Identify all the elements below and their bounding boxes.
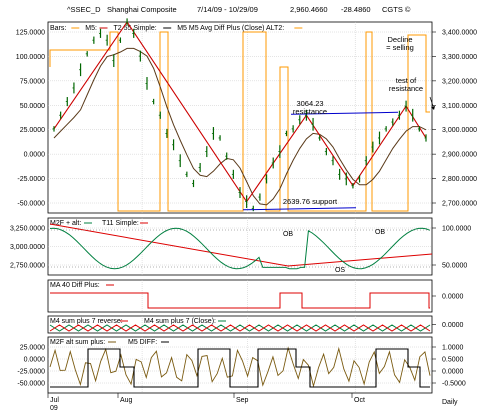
right-tick-main-5: 2,900.0000 xyxy=(442,152,477,159)
support-line xyxy=(242,207,357,211)
avg-diff-plus-line xyxy=(49,31,430,212)
left-tick-m2f-2: 2,750.0000 xyxy=(10,263,45,270)
panel-main-frame xyxy=(47,21,433,214)
resistance-line xyxy=(290,111,399,115)
left-tick-main-0: 125.0000 xyxy=(16,30,45,37)
m2f-alt-sum-plus-line xyxy=(49,346,431,388)
legend-m4sum-1: M4 sum plus 7 (Close): xyxy=(144,318,216,325)
right-tick-main-6: 2,800.0000 xyxy=(442,176,477,183)
support-annotation: 2639.76 support xyxy=(283,197,338,206)
m4sum-reverse-line xyxy=(49,324,431,332)
panel-ma40-frame xyxy=(47,279,433,313)
ob-label-2: OB xyxy=(375,229,385,236)
right-tick-m2falt-1: 0.5000 xyxy=(442,357,464,364)
decline-annotation: Decline xyxy=(387,35,412,44)
header-change: -28.4860 xyxy=(341,5,371,14)
left-tick-m2falt-2: -25.0000 xyxy=(17,369,45,376)
legend-m2f-1: T11 Simple: xyxy=(102,220,139,227)
right-tick-main-4: 3,000.0000 xyxy=(442,127,477,134)
right-tick-ma40-0: 0.0000 xyxy=(442,294,464,301)
left-tick-m2f-0: 3,250.0000 xyxy=(10,226,45,233)
left-tick-main-4: 25.0000 xyxy=(20,127,45,134)
left-tick-main-5: 0.0000 xyxy=(24,152,46,159)
legend-main-3: M5 M5 Avg Diff Plus (Close) ALT2: xyxy=(177,25,284,32)
legend-m2falt-1: M5 DIFF: xyxy=(128,339,157,346)
x-axis-label-3: Oct xyxy=(354,397,365,404)
legend-m2falt-0: M2F alt sum plus: xyxy=(50,339,105,346)
legend-ma40-0: MA 40 Diff Plus: xyxy=(50,282,100,289)
legend-m4sum-0: M4 sum plus 7 reverse: xyxy=(50,318,123,325)
resistance-annotation: 3064.23 xyxy=(296,99,323,108)
x-axis-label-1: Aug xyxy=(120,397,133,404)
x-axis-label-0-1: 09 xyxy=(50,405,58,412)
right-tick-main-0: 3,400.0000 xyxy=(442,30,477,37)
test-resistance-arrowhead xyxy=(431,106,435,110)
right-tick-m2f-0: 100.0000 xyxy=(442,226,471,233)
test-resistance-arrow xyxy=(429,96,434,107)
resistance-annotation-1: resistance xyxy=(293,107,327,116)
legend-main-1: M5: xyxy=(85,25,97,32)
right-tick-m2f-1: 50.0000 xyxy=(442,263,467,270)
x-axis-label-2: Sep xyxy=(236,397,249,404)
panel-m2falt-frame xyxy=(47,336,433,394)
right-tick-m2falt-0: 1.0000 xyxy=(442,345,464,352)
right-tick-main-2: 3,200.0000 xyxy=(442,78,477,85)
left-tick-m2falt-3: -50.0000 xyxy=(17,381,45,388)
x-axis-label-0: Jul xyxy=(50,397,59,404)
test-resistance-annotation-1: resistance xyxy=(389,84,423,93)
left-tick-main-2: 75.0000 xyxy=(20,78,45,85)
right-tick-main-7: 2,700.0000 xyxy=(442,201,477,208)
header-date-range: 7/14/09 - 10/29/09 xyxy=(197,5,258,14)
header-name: Shanghai Composite xyxy=(107,5,177,14)
os-label: OS xyxy=(335,267,345,274)
right-tick-m4sum-0: 0.0000 xyxy=(442,322,464,329)
header-last: 2,960.4660 xyxy=(290,5,328,14)
header-symbol: ^SSEC_D xyxy=(67,5,101,14)
x-axis-period: Daily xyxy=(442,399,458,406)
m4sum-close-line xyxy=(49,324,431,332)
left-tick-m2falt-0: 25.0000 xyxy=(20,345,45,352)
right-tick-main-3: 3,100.0000 xyxy=(442,103,477,110)
left-tick-main-7: -50.0000 xyxy=(17,201,45,208)
ma40-diff-plus-line xyxy=(50,292,430,309)
m2f-t11-line xyxy=(49,223,433,267)
left-tick-main-6: -25.0000 xyxy=(17,176,45,183)
left-tick-main-1: 100.0000 xyxy=(16,54,45,61)
left-tick-m2f-1: 3,000.0000 xyxy=(10,244,45,251)
right-tick-main-1: 3,300.0000 xyxy=(442,54,477,61)
t2-simple-line xyxy=(53,47,427,206)
m2f-alt-line xyxy=(49,227,431,270)
left-tick-m2falt-1: 0.0000 xyxy=(24,357,46,364)
test-resistance-annotation: test of xyxy=(396,76,417,85)
decline-annotation-1: = selling xyxy=(386,43,414,52)
header-source: CGTS © xyxy=(382,5,411,14)
legend-main-0: Bars: xyxy=(50,25,66,32)
legend-m2f-0: M2F + alt: xyxy=(50,220,81,227)
m5-diff-line xyxy=(50,348,430,388)
right-tick-m2falt-2: 0.0000 xyxy=(442,369,464,376)
ob-label-1: OB xyxy=(283,231,293,238)
legend-main-2: T2 55 Simple: xyxy=(114,25,157,32)
left-tick-main-3: 50.0000 xyxy=(20,103,45,110)
right-tick-m2falt-3: -0.5000 xyxy=(442,381,466,388)
